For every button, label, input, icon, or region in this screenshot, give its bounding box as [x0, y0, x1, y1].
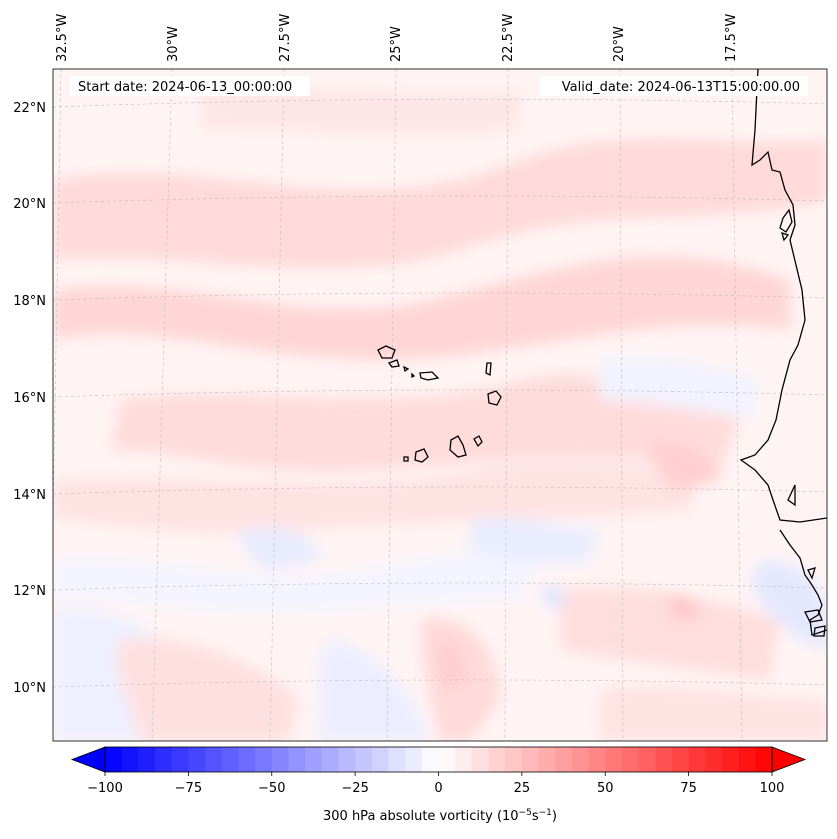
colorbar-cell: [721, 747, 740, 772]
colorbar-cell: [105, 747, 123, 772]
colorbar-cell: [355, 747, 373, 772]
lat-label: 22°N: [13, 101, 46, 116]
colorbar-tick-label: 75: [680, 781, 697, 796]
colorbar-cell: [538, 747, 556, 772]
colorbar-cell: [671, 747, 690, 772]
colorbar-extend-low: [70, 746, 106, 773]
lon-label: 20°W: [612, 26, 627, 62]
colorbar-cell: [471, 747, 490, 772]
colorbar-cell: [605, 747, 623, 772]
lon-label: 22.5°W: [501, 14, 516, 62]
lat-label: 16°N: [13, 391, 46, 406]
colorbar-cell: [188, 747, 206, 772]
lon-label: 27.5°W: [278, 14, 293, 62]
colorbar-ticks: −100 −75 −50 −25 0 25 50 75 100: [87, 772, 784, 796]
colorbar-tick-label: 0: [434, 781, 442, 796]
colorbar-cell: [455, 747, 473, 772]
colorbar-tick-label: −75: [175, 781, 202, 796]
start-date-box: [70, 76, 310, 96]
colorbar-cell: [255, 747, 273, 772]
longitude-labels: 32.5°W 30°W 27.5°W 25°W 22.5°W 20°W 17.5…: [55, 14, 739, 62]
latitude-labels: 22°N 20°N 18°N 16°N 14°N 12°N 10°N: [13, 101, 46, 696]
lat-label: 18°N: [13, 294, 46, 309]
lon-label: 32.5°W: [55, 14, 70, 62]
colorbar-cell: [655, 747, 673, 772]
colorbar-cell: [205, 747, 223, 772]
cape-verde-islands: [377, 345, 502, 463]
lon-label: 30°W: [166, 26, 181, 62]
colorbar-cell: [555, 747, 573, 772]
colorbar-cell: [521, 747, 540, 772]
colorbar-cell: [305, 747, 323, 772]
colorbar: −100 −75 −50 −25 0 25 50 75 100 300 hPa absolute…: [70, 746, 807, 824]
colorbar-cell: [588, 747, 606, 772]
colorbar-tick-label: −100: [87, 781, 123, 796]
colorbar-cells: [105, 747, 773, 772]
colorbar-extend-high: [771, 746, 807, 773]
colorbar-cell: [421, 747, 439, 772]
africa-coastline: [739, 69, 827, 636]
colorbar-cell: [571, 747, 590, 772]
colorbar-cell: [171, 747, 189, 772]
colorbar-cell: [488, 747, 506, 772]
coastlines: [739, 69, 827, 637]
lon-label: 17.5°W: [724, 14, 739, 62]
start-date-text: Start date: 2024-06-13_00:00:00: [78, 80, 292, 95]
colorbar-cell: [438, 747, 456, 772]
colorbar-cell: [321, 747, 339, 772]
colorbar-tick-label: −25: [341, 781, 368, 796]
colorbar-cell: [638, 747, 656, 772]
graticule: [53, 69, 827, 741]
lat-label: 14°N: [13, 488, 46, 503]
colorbar-cell: [738, 747, 756, 772]
colorbar-cell: [121, 747, 139, 772]
colorbar-cell: [405, 747, 423, 772]
colorbar-cell: [505, 747, 523, 772]
colorbar-tick-label: 25: [514, 781, 531, 796]
map-panel: [53, 69, 827, 741]
lat-label: 10°N: [13, 681, 46, 696]
colorbar-cell: [338, 747, 356, 772]
colorbar-cell: [388, 747, 406, 772]
colorbar-cell: [755, 747, 773, 772]
colorbar-cell: [705, 747, 723, 772]
colorbar-cell: [271, 747, 289, 772]
colorbar-cell: [371, 747, 389, 772]
colorbar-label: 300 hPa absolute vorticity (10−5s−1): [323, 808, 557, 824]
colorbar-cell: [688, 747, 706, 772]
valid-date-box: [540, 76, 808, 96]
colorbar-cell: [221, 747, 239, 772]
colorbar-cell: [138, 747, 156, 772]
colorbar-cell: [621, 747, 640, 772]
lon-label: 25°W: [389, 26, 404, 62]
colorbar-tick-label: 100: [760, 781, 785, 796]
valid-date-text: Valid_date: 2024-06-13T15:00:00.00: [562, 80, 800, 95]
colorbar-cell: [238, 747, 256, 772]
map-frame: [52, 68, 828, 742]
lat-label: 20°N: [13, 197, 46, 212]
colorbar-cell: [155, 747, 173, 772]
colorbar-cell: [288, 747, 306, 772]
vorticity-field: [53, 87, 827, 741]
colorbar-tick-label: −50: [258, 781, 285, 796]
lat-label: 12°N: [13, 584, 46, 599]
colorbar-tick-label: 50: [597, 781, 614, 796]
